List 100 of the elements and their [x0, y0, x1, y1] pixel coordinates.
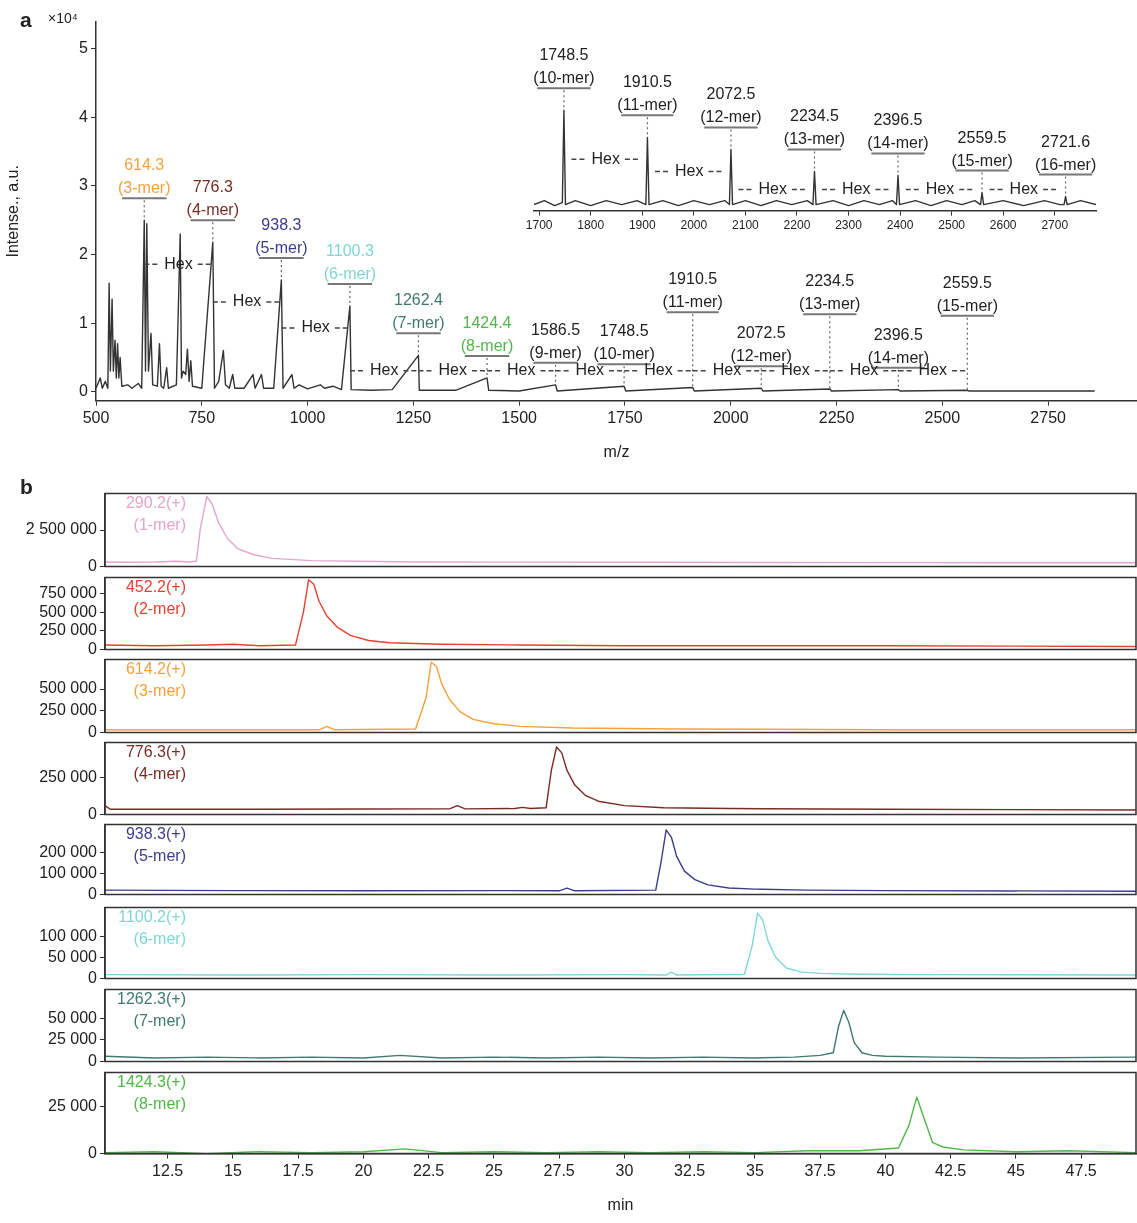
y-tick-label: 25 000	[48, 1096, 98, 1114]
y-tick-label: 0	[88, 722, 98, 740]
x-tick-label: 2500	[924, 408, 961, 426]
x-tick-label: 2600	[989, 218, 1017, 233]
y-tick-label: 5	[79, 39, 89, 57]
x-axis-title: min	[607, 1195, 634, 1213]
x-tick-label: 22.5	[413, 1161, 445, 1179]
y-tick-label: 0	[88, 1051, 98, 1069]
x-tick-label: 1900	[628, 218, 656, 233]
x-tick-label: 30	[615, 1161, 634, 1179]
annotation: Hex	[232, 292, 262, 310]
y-tick-label: 3	[79, 176, 89, 194]
y-tick-label: 0	[88, 804, 98, 822]
x-tick-label: 47.5	[1065, 1161, 1097, 1179]
x-tick-label: 32.5	[674, 1161, 706, 1179]
x-tick-label: 2100	[732, 218, 760, 233]
annotation: 614.3 (3-mer)	[118, 156, 171, 197]
x-tick-label: 12.5	[152, 1161, 184, 1179]
x-tick-label: 17.5	[282, 1161, 314, 1179]
y-tick-label: 0	[88, 639, 98, 657]
annotation: Hex	[575, 361, 605, 379]
x-tick-label: 2000	[712, 408, 749, 426]
series-label: 1262.3(+) (7-mer)	[117, 990, 186, 1030]
series-label: 938.3(+) (5-mer)	[125, 825, 186, 865]
x-tick-label: 37.5	[804, 1161, 836, 1179]
annotation: 2234.5 (13-mer)	[799, 272, 861, 313]
annotation: 1424.4 (8-mer)	[460, 313, 514, 354]
series-label: 1100.2(+) (6-mer)	[118, 908, 186, 948]
y-tick-label: 250 000	[39, 621, 98, 639]
x-tick-label: 2400	[886, 218, 914, 233]
x-tick-label: 2200	[783, 218, 811, 233]
y-tick-label: 25 000	[48, 1030, 98, 1048]
y-tick-label: 0	[88, 1144, 98, 1162]
annotation: 1748.5 (10-mer)	[593, 322, 655, 363]
annotation: 1910.5 (11-mer)	[617, 73, 678, 114]
annotation: Hex	[301, 318, 330, 336]
text: b	[20, 475, 33, 499]
annotation: Hex	[674, 161, 704, 179]
x-axis-title: m/z	[603, 442, 630, 460]
annotation: 2559.5 (15-mer)	[936, 273, 998, 314]
y-tick-label: 2	[79, 244, 89, 262]
y-tick-label: 0	[79, 382, 89, 400]
y-tick-label: 1	[79, 313, 89, 331]
annotation: Hex	[758, 180, 787, 198]
x-tick-label: 750	[188, 408, 216, 426]
annotation: 1262.4 (7-mer)	[392, 291, 445, 332]
y-tick-label: 2 500 000	[25, 520, 98, 538]
annotation: 2234.5 (13-mer)	[783, 107, 846, 148]
annotation: 1586.5 (9-mer)	[529, 320, 582, 361]
annotation: 1910.5 (11-mer)	[662, 270, 723, 311]
text: 1424.3(+) (8-mer)	[117, 1073, 186, 1113]
x-tick-label: 1750	[607, 408, 643, 426]
y-tick-label: 0	[88, 556, 98, 574]
x-tick-label: 2500	[938, 218, 966, 233]
annotation: 938.3 (5-mer)	[255, 215, 308, 256]
x-tick-label: 45	[1007, 1161, 1025, 1179]
y-axis-title: Intense., a.u.	[4, 165, 22, 258]
x-tick-label: 500	[82, 408, 110, 426]
text: a	[20, 8, 32, 32]
y-tick-label: 100 000	[39, 863, 98, 881]
x-tick-label: 1700	[525, 218, 553, 233]
y-tick-label: 0	[88, 968, 98, 986]
annotation: Hex	[1009, 180, 1039, 198]
y-tick-label: 0	[88, 884, 98, 902]
annotation: Hex	[507, 361, 536, 379]
series-label: 452.2(+) (2-mer)	[125, 578, 186, 618]
x-tick-label: 2700	[1041, 218, 1069, 233]
annotation: Hex	[369, 361, 399, 379]
x-tick-label: 42.5	[935, 1161, 967, 1179]
annotation: 2396.5 (14-mer)	[867, 111, 929, 152]
y-tick-label: 750 000	[39, 584, 98, 602]
series-label: 290.2(+) (1-mer)	[125, 494, 186, 534]
annotation: Hex	[925, 180, 955, 198]
x-tick-label: 40	[876, 1161, 895, 1179]
x-tick-label: 2750	[1030, 408, 1067, 426]
x-tick-label: 25	[485, 1161, 503, 1179]
annotation: Hex	[591, 149, 620, 167]
series-label: 614.2(+) (3-mer)	[125, 660, 186, 700]
x-tick-label: 35	[746, 1161, 764, 1179]
annotation: 2559.5 (15-mer)	[951, 128, 1013, 169]
annotation: 2072.5 (12-mer)	[700, 85, 762, 126]
x-tick-label: 15	[224, 1161, 242, 1179]
annotation: 1748.5 (10-mer)	[533, 46, 595, 87]
annotation: Hex	[438, 361, 467, 379]
x-tick-label: 1800	[577, 218, 605, 233]
annotation: 776.3 (4-mer)	[186, 178, 240, 219]
x-tick-label: 27.5	[543, 1161, 575, 1179]
annotation: 1100.3 (6-mer)	[323, 241, 377, 282]
x-tick-label: 1000	[289, 408, 326, 426]
y-tick-label: 50 000	[48, 947, 98, 965]
y-tick-label: 50 000	[48, 1008, 98, 1026]
y-tick-label: 250 000	[39, 701, 98, 719]
annotation: Hex	[842, 180, 871, 198]
x-tick-label: 2250	[818, 408, 855, 426]
annotation: 2721.6 (16-mer)	[1034, 132, 1097, 173]
y-tick-label: 4	[79, 107, 89, 125]
y-tick-label: 250 000	[39, 768, 98, 786]
y-tick-label: 500 000	[39, 602, 98, 620]
x-tick-label: 2300	[835, 218, 863, 233]
annotation: Hex	[644, 361, 673, 379]
